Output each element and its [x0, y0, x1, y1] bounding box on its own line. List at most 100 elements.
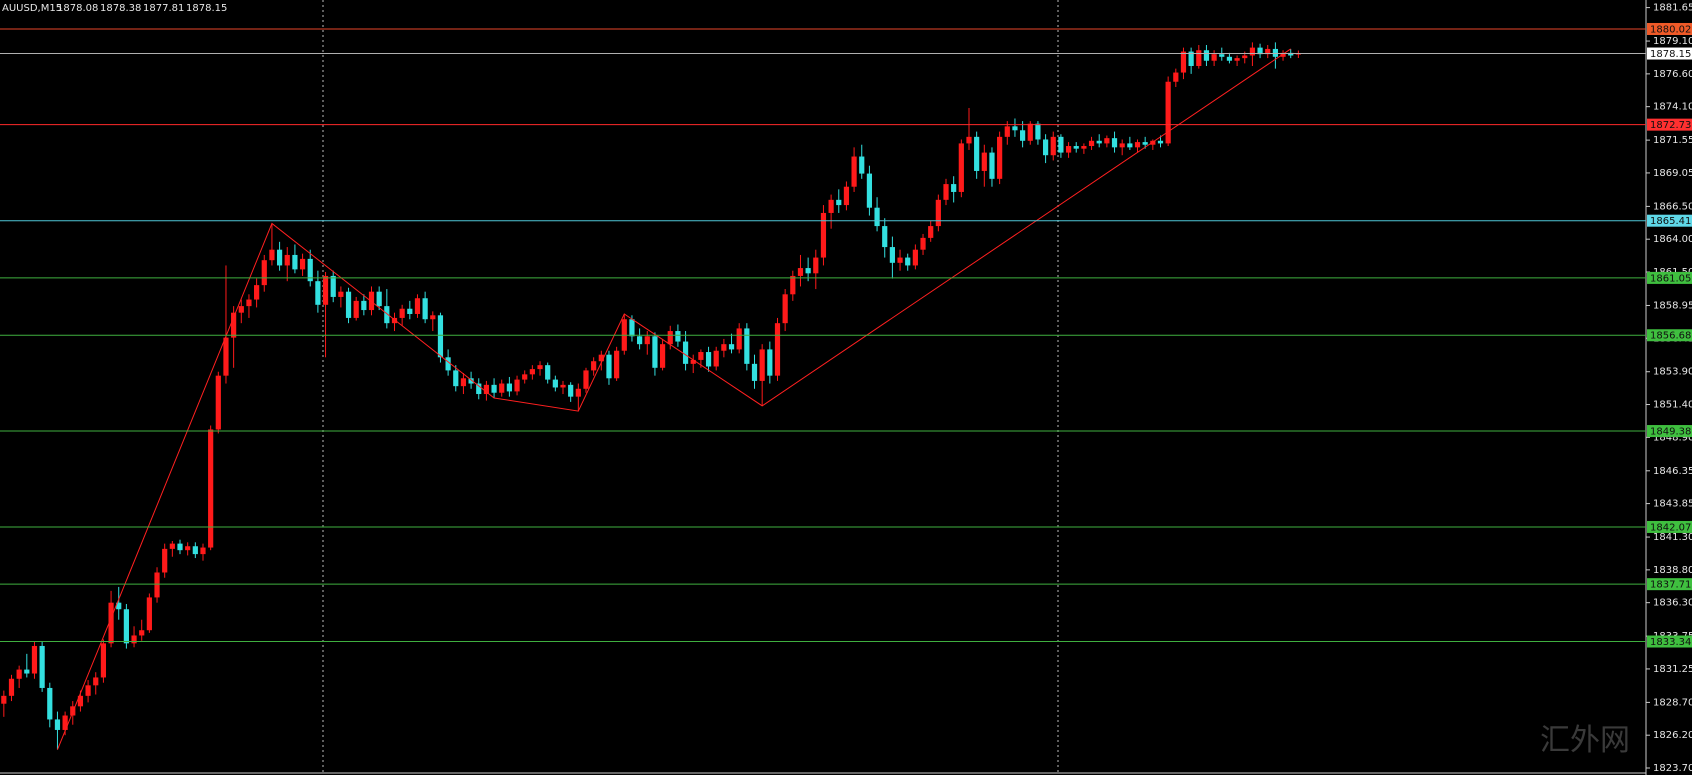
- candle-body: [652, 336, 658, 368]
- candle-body: [920, 237, 926, 250]
- level-label-bg: [1647, 47, 1692, 60]
- candle-body: [522, 374, 528, 380]
- candle-body: [705, 352, 712, 367]
- candle-body: [345, 291, 352, 318]
- candle-body: [951, 184, 957, 192]
- level-label-bg: [1647, 22, 1692, 35]
- candle-body: [1203, 50, 1210, 61]
- candle-body: [414, 298, 421, 314]
- candle-body: [1234, 58, 1240, 61]
- level-label: 1861.05: [1650, 273, 1691, 284]
- candle-body: [598, 354, 604, 362]
- candle-body: [238, 306, 244, 313]
- candle-body: [843, 186, 850, 206]
- candle-body: [545, 365, 551, 380]
- candle-body: [254, 285, 260, 300]
- candle-body: [1012, 126, 1018, 131]
- candle-body: [307, 258, 313, 282]
- candle-body: [1211, 54, 1217, 61]
- candle-body: [77, 695, 84, 707]
- y-tick-label: 1876.60: [1653, 69, 1692, 80]
- candle-body: [759, 349, 765, 381]
- y-tick-label: 1831.25: [1653, 664, 1692, 675]
- candle-body: [391, 317, 398, 324]
- candle-body: [1280, 52, 1286, 57]
- candle-body: [1173, 72, 1179, 82]
- y-tick-label: 1836.30: [1653, 598, 1692, 609]
- candle-body: [8, 678, 15, 696]
- level-label: 1865.41: [1650, 216, 1691, 227]
- y-tick-label: 1874.10: [1653, 102, 1692, 113]
- candle-body: [659, 344, 666, 368]
- candle-body: [445, 357, 451, 371]
- y-tick-label: 1828.70: [1653, 697, 1692, 708]
- candle-body: [215, 375, 221, 430]
- candle-body: [284, 254, 290, 266]
- candle-body: [269, 249, 275, 261]
- candle-body: [1142, 142, 1148, 145]
- candle-body: [637, 336, 643, 345]
- candle-body: [468, 378, 474, 384]
- ohlc-low: 1877.81: [143, 3, 184, 14]
- candle-body: [767, 349, 773, 376]
- level-label: 1833.34: [1650, 637, 1691, 648]
- candle-body: [1150, 140, 1156, 145]
- candle-body: [16, 669, 22, 679]
- candle-body: [1065, 146, 1072, 153]
- candle-body: [62, 715, 68, 730]
- candle-body: [813, 257, 819, 274]
- candle-body: [989, 152, 995, 179]
- candle-body: [1226, 56, 1233, 61]
- candle-body: [1020, 130, 1026, 141]
- candle-body: [912, 249, 918, 266]
- y-tick-label: 1881.65: [1653, 3, 1692, 14]
- candle-body: [736, 328, 742, 350]
- candle-body: [790, 275, 796, 295]
- level-label-bg: [1647, 520, 1692, 533]
- ohlc-close: 1878.15: [186, 3, 227, 14]
- candle-body: [1196, 50, 1202, 66]
- candle-body: [1073, 146, 1079, 149]
- ohlc-open: 1878.08: [57, 3, 98, 14]
- candle-body: [192, 546, 198, 555]
- candle-body: [338, 291, 344, 297]
- candle-body: [997, 136, 1003, 179]
- candle-body: [200, 547, 206, 555]
- candle-body: [315, 281, 321, 305]
- candle-body: [54, 719, 61, 730]
- level-label: 1849.38: [1650, 427, 1691, 438]
- candle-body: [897, 257, 903, 263]
- candle-body: [491, 384, 497, 393]
- candle-body: [974, 136, 980, 171]
- candle-body: [353, 300, 359, 318]
- candle-body: [108, 602, 114, 644]
- y-tick-label: 1879.10: [1653, 36, 1692, 47]
- y-tick-label: 1851.40: [1653, 400, 1692, 411]
- candle-body: [246, 299, 252, 307]
- watermark: 汇外网: [1540, 723, 1630, 758]
- candle-body: [698, 352, 704, 360]
- candle-body: [859, 156, 865, 174]
- candle-body: [966, 136, 972, 144]
- y-tick-label: 1853.90: [1653, 367, 1692, 378]
- candle-body: [169, 543, 175, 549]
- candle-body: [629, 319, 635, 337]
- candle-body: [774, 323, 781, 376]
- candle-body: [981, 152, 987, 171]
- candle-body: [1111, 138, 1118, 148]
- level-label-bg: [1647, 425, 1692, 438]
- candle-body: [614, 350, 620, 379]
- candle-body: [1119, 143, 1125, 148]
- candle-body: [805, 268, 811, 274]
- candle-body: [1035, 123, 1041, 140]
- candle-body: [958, 143, 964, 192]
- level-label-bg: [1647, 578, 1692, 591]
- candle-body: [476, 383, 482, 395]
- level-label: 1856.68: [1650, 331, 1691, 342]
- y-tick-label: 1843.85: [1653, 499, 1692, 510]
- y-tick-label: 1848.90: [1653, 432, 1692, 443]
- candle-body: [744, 328, 750, 364]
- candle-body: [1165, 81, 1171, 144]
- candle-body: [361, 300, 367, 311]
- y-tick-label: 1871.55: [1653, 135, 1692, 146]
